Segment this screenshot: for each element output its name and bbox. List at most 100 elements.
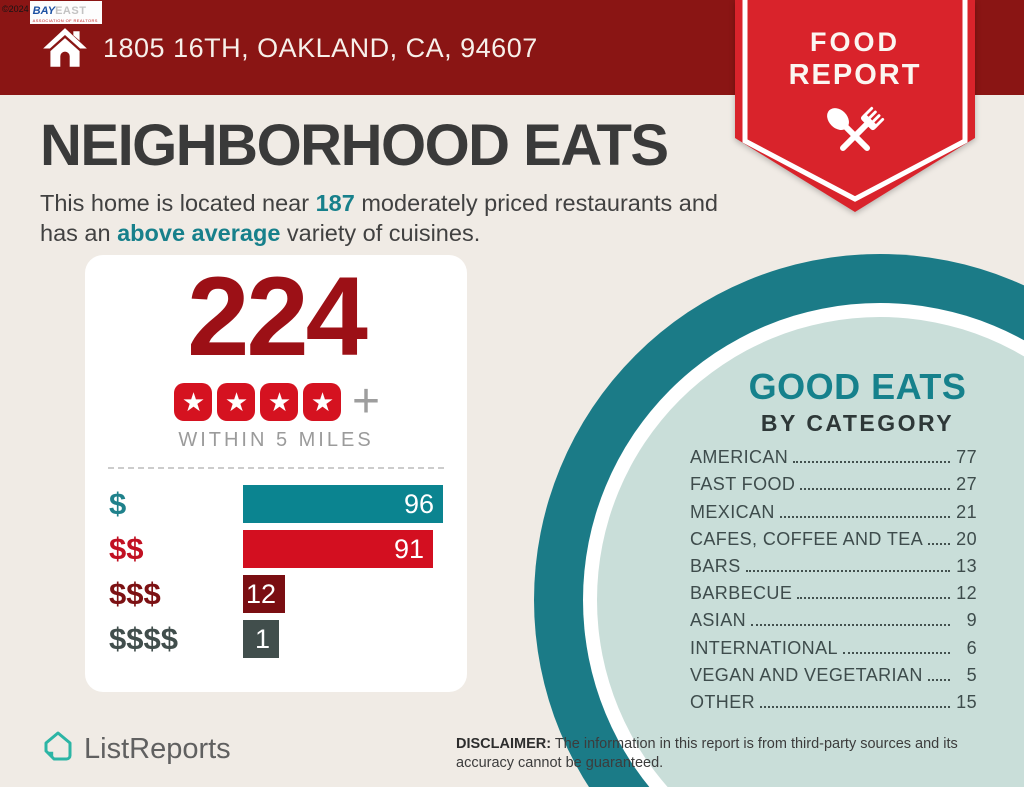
bayeast-logo-bay: BAY	[32, 5, 56, 17]
variety-highlight: above average	[117, 219, 281, 246]
price-bar: 96	[243, 485, 443, 523]
spoon-fork-icon	[827, 106, 885, 152]
category-label: BARS	[690, 555, 741, 576]
category-value: 21	[956, 501, 977, 522]
dotted-leader	[842, 651, 950, 654]
category-list: AMERICAN 77 FAST FOOD 27 MEXICAN 21 CAFES, COF…	[690, 441, 977, 713]
category-value: 27	[956, 474, 977, 495]
subtitle-seg4: variety of cuisines.	[280, 219, 481, 246]
price-bar-row: $$ 91	[109, 530, 443, 568]
listreports-logo-icon	[44, 731, 72, 761]
category-value: 5	[966, 664, 977, 685]
good-eats-subtitle: BY CATEGORY	[760, 410, 955, 436]
rating-stars: ★ ★ ★ ★ +	[85, 375, 467, 428]
dashed-divider	[108, 467, 444, 469]
badge-title: FOOD REPORT	[735, 27, 975, 92]
bottom-edge-strip	[0, 787, 1024, 791]
price-bar-row: $$$$ 1	[109, 620, 443, 658]
price-bar-row: $96	[109, 485, 443, 523]
category-row: CAFES, COFFEE AND TEA 20	[690, 523, 977, 550]
subtitle-seg2: moderately priced restaurants and	[354, 189, 718, 216]
category-row: AMERICAN 77	[690, 441, 977, 468]
dotted-leader	[797, 597, 950, 600]
price-tier-label: $	[109, 486, 127, 521]
listreports-logo-text: ListReports	[84, 733, 231, 765]
intro-section: NEIGHBORHOOD EATS This home is located n…	[40, 113, 740, 248]
category-value: 12	[956, 583, 977, 604]
category-label: OTHER	[690, 691, 755, 712]
bayeast-logo-east: EAST	[55, 5, 87, 17]
price-bar-value: 96	[403, 488, 434, 519]
category-row: BARS 13	[690, 550, 977, 577]
radius-caption: WITHIN 5 MILES	[178, 429, 374, 451]
plus-sign: +	[351, 375, 381, 428]
price-tier-label: $$	[109, 531, 144, 566]
category-label: ASIAN	[690, 610, 747, 631]
category-label: VEGAN AND VEGETARIAN	[690, 664, 923, 685]
category-value: 9	[966, 610, 977, 631]
subtitle-seg1: This home is located near	[40, 189, 316, 216]
price-tier-label: $$$$	[109, 621, 178, 656]
category-label: AMERICAN	[690, 447, 789, 468]
price-bar-value: 1	[254, 623, 270, 654]
price-bar-value: 91	[393, 533, 424, 564]
good-eats-title: GOOD EATS	[748, 366, 967, 407]
category-value: 13	[956, 555, 977, 576]
star-icon: ★	[174, 383, 213, 421]
star-icon: ★	[303, 383, 342, 421]
dotted-leader	[793, 461, 950, 464]
bayeast-logo-subtext: ASSOCIATION OF REALTORS	[32, 18, 98, 23]
star-icon: ★	[217, 383, 256, 421]
dotted-leader	[745, 569, 950, 572]
category-row: INTERNATIONAL 6	[690, 631, 977, 658]
category-label: INTERNATIONAL	[690, 637, 838, 658]
badge-line2: REPORT	[788, 59, 922, 91]
total-restaurants-count: 224	[187, 254, 368, 379]
food-report-badge	[735, 0, 975, 212]
category-row: ASIAN 9	[690, 604, 977, 631]
category-value: 77	[956, 447, 977, 468]
price-bar-value: 12	[245, 578, 276, 609]
property-address: 1805 16TH, OAKLAND, CA, 94607	[103, 33, 538, 63]
copyright-text: ©2024	[2, 4, 29, 14]
price-bar: 1	[243, 620, 279, 658]
category-label: BARBECUE	[690, 583, 793, 604]
subtitle-seg3: has an	[40, 219, 118, 246]
intro-subtitle: This home is located near 187 moderately…	[40, 188, 740, 248]
category-row: FAST FOOD 27	[690, 468, 977, 495]
stats-card: 224 ★ ★ ★ ★ + WITHIN 5 MILES $96 $$ 91 $$$ 12 $$$…	[85, 255, 467, 692]
restaurant-count-highlight: 187	[315, 189, 355, 216]
category-value: 20	[956, 528, 977, 549]
price-tier-label: $$$	[109, 576, 161, 611]
price-bar: 12	[243, 575, 285, 613]
category-row: OTHER 15	[690, 686, 977, 713]
badge-line1: FOOD	[810, 27, 900, 57]
page-title: NEIGHBORHOOD EATS	[40, 113, 669, 178]
category-label: FAST FOOD	[690, 474, 796, 495]
dotted-leader	[760, 705, 950, 708]
category-row: BARBECUE 12	[690, 577, 977, 604]
category-row: VEGAN AND VEGETARIAN 5	[690, 659, 977, 686]
price-bars: $96 $$ 91 $$$ 12 $$$$ 1	[85, 485, 467, 658]
dotted-leader	[779, 515, 950, 518]
bayeast-logo: BAYEAST ASSOCIATION OF REALTORS	[29, 1, 102, 24]
category-label: CAFES, COFFEE AND TEA	[690, 528, 924, 549]
star-icon: ★	[260, 383, 299, 421]
category-value: 15	[956, 691, 977, 712]
dotted-leader	[800, 488, 950, 491]
price-bar-row: $$$ 12	[109, 575, 443, 613]
category-value: 6	[966, 637, 977, 658]
brand-watermark: ©2024 BAYEAST ASSOCIATION OF REALTORS	[2, 1, 102, 24]
disclaimer-label: DISCLAIMER:	[456, 736, 552, 752]
home-icon	[43, 28, 87, 67]
disclaimer: DISCLAIMER: The information in this repo…	[456, 735, 1008, 773]
disclaimer-text: The information in this report is from t…	[456, 736, 958, 771]
price-bar: 91	[243, 530, 433, 568]
good-eats-header: GOOD EATS BY CATEGORY	[700, 366, 1015, 437]
dotted-leader	[927, 678, 950, 681]
dotted-leader	[751, 624, 950, 627]
category-label: MEXICAN	[690, 501, 775, 522]
dotted-leader	[928, 542, 950, 545]
category-row: MEXICAN 21	[690, 495, 977, 522]
